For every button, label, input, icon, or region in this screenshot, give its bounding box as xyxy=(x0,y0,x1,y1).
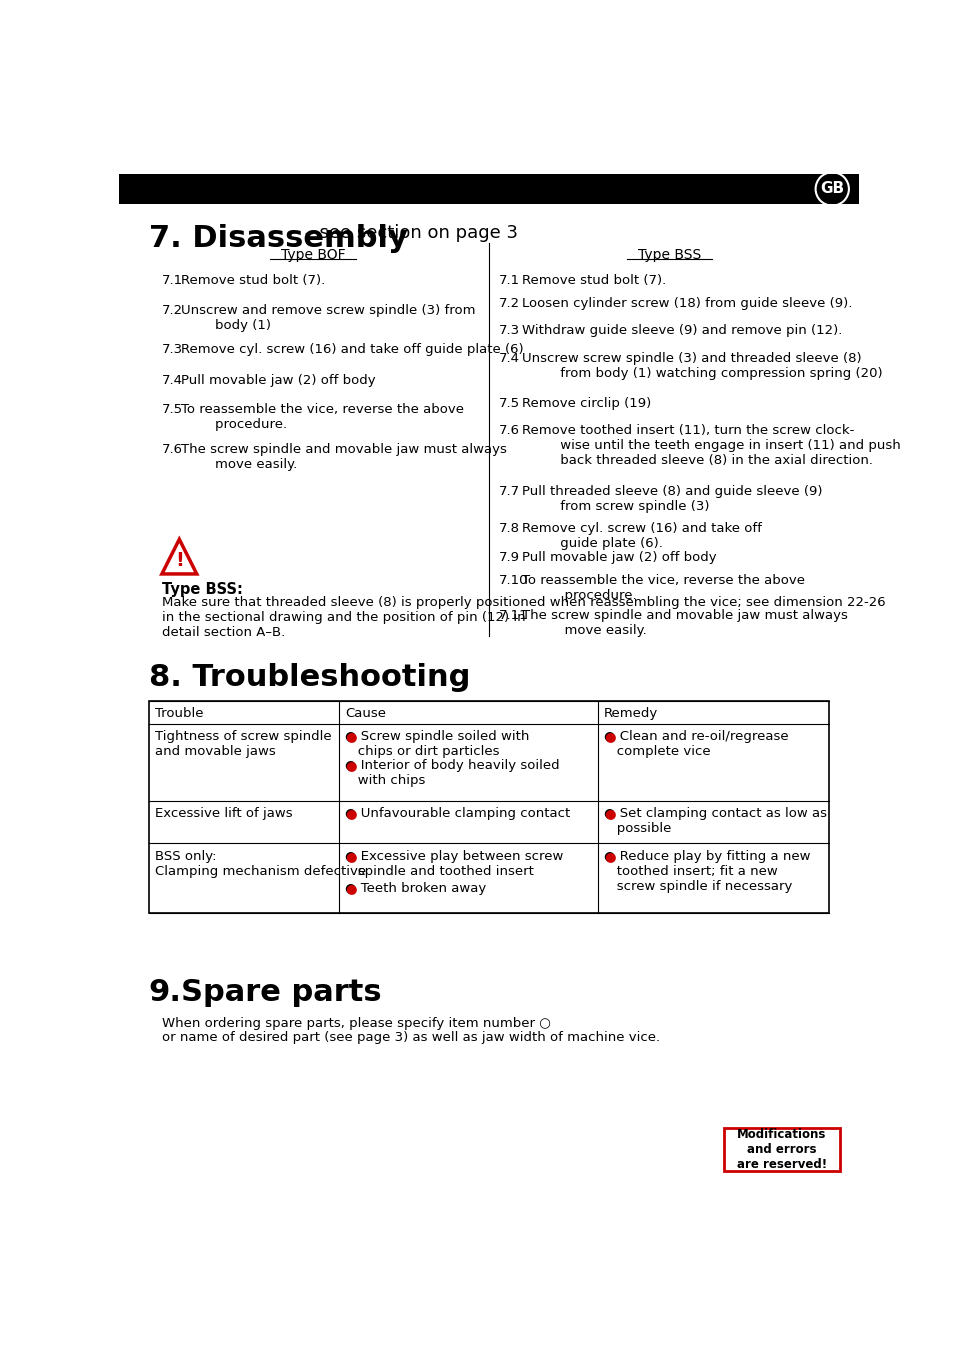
Bar xyxy=(119,174,858,204)
Text: Cause: Cause xyxy=(345,707,386,720)
Text: 7.7: 7.7 xyxy=(498,486,519,498)
Text: ●: ● xyxy=(345,807,356,821)
Text: 9.: 9. xyxy=(149,979,181,1007)
Text: Modifications
and errors
are reserved!: Modifications and errors are reserved! xyxy=(736,1129,826,1170)
Text: 7.3: 7.3 xyxy=(498,324,519,336)
Text: The screw spindle and movable jaw must always
          move easily.: The screw spindle and movable jaw must a… xyxy=(521,609,847,637)
Text: 7.6: 7.6 xyxy=(162,443,183,456)
Text: 8. Troubleshooting: 8. Troubleshooting xyxy=(149,663,470,691)
Text: To reassemble the vice, reverse the above
          procedure.: To reassemble the vice, reverse the abov… xyxy=(521,574,804,602)
Text: Trouble: Trouble xyxy=(154,707,203,720)
Text: ●: ● xyxy=(603,807,615,821)
Text: Pull movable jaw (2) off body: Pull movable jaw (2) off body xyxy=(521,551,716,564)
Text: ●: ● xyxy=(603,849,615,863)
Text: ● Interior of body heavily soiled
   with chips: ● Interior of body heavily soiled with c… xyxy=(345,759,559,787)
Text: 7.1: 7.1 xyxy=(162,274,183,286)
Text: ●: ● xyxy=(345,882,356,895)
Text: Remove cyl. screw (16) and take off guide plate (6): Remove cyl. screw (16) and take off guid… xyxy=(181,343,523,356)
Text: ● Unfavourable clamping contact: ● Unfavourable clamping contact xyxy=(345,807,570,821)
Text: Make sure that threaded sleeve (8) is properly positioned when reassembling the : Make sure that threaded sleeve (8) is pr… xyxy=(162,595,884,639)
Text: Remove stud bolt (7).: Remove stud bolt (7). xyxy=(521,274,666,286)
Text: ●: ● xyxy=(345,759,356,772)
Text: 7.11: 7.11 xyxy=(498,609,528,621)
Text: 7.4: 7.4 xyxy=(498,352,519,366)
Text: Unscrew screw spindle (3) and threaded sleeve (8)
         from body (1) watchin: Unscrew screw spindle (3) and threaded s… xyxy=(521,352,882,381)
Text: 7.6: 7.6 xyxy=(498,424,519,437)
Text: ●: ● xyxy=(603,730,615,744)
Text: Withdraw guide sleeve (9) and remove pin (12).: Withdraw guide sleeve (9) and remove pin… xyxy=(521,324,841,336)
Bar xyxy=(149,701,828,913)
Text: ● Set clamping contact as low as
   possible: ● Set clamping contact as low as possibl… xyxy=(603,807,826,836)
Text: – see section on page 3: – see section on page 3 xyxy=(298,224,517,242)
Text: ● Teeth broken away: ● Teeth broken away xyxy=(345,882,486,895)
Text: ● Excessive play between screw
   spindle and toothed insert: ● Excessive play between screw spindle a… xyxy=(345,849,563,878)
Text: Remove stud bolt (7).: Remove stud bolt (7). xyxy=(181,274,325,286)
Text: 7.8: 7.8 xyxy=(498,522,519,536)
Text: 7.9: 7.9 xyxy=(498,551,519,564)
Text: ● Reduce play by fitting a new
   toothed insert; fit a new
   screw spindle if : ● Reduce play by fitting a new toothed i… xyxy=(603,849,810,892)
Text: ●: ● xyxy=(345,730,356,744)
Text: When ordering spare parts, please specify item number ○: When ordering spare parts, please specif… xyxy=(162,1017,550,1030)
Text: Pull movable jaw (2) off body: Pull movable jaw (2) off body xyxy=(181,374,375,386)
Text: 7.5: 7.5 xyxy=(162,404,183,416)
Text: or name of desired part (see page 3) as well as jaw width of machine vice.: or name of desired part (see page 3) as … xyxy=(162,1030,659,1044)
Text: BSS only:
Clamping mechanism defective: BSS only: Clamping mechanism defective xyxy=(154,849,366,878)
Text: 7.1: 7.1 xyxy=(498,274,519,286)
Text: The screw spindle and movable jaw must always
        move easily.: The screw spindle and movable jaw must a… xyxy=(181,443,507,471)
Text: 7.4: 7.4 xyxy=(162,374,183,386)
Text: Remove cyl. screw (16) and take off
         guide plate (6).: Remove cyl. screw (16) and take off guid… xyxy=(521,522,761,551)
Text: 7.2: 7.2 xyxy=(162,305,183,317)
Text: Spare parts: Spare parts xyxy=(181,979,381,1007)
Text: ● Clean and re-oil/regrease
   complete vice: ● Clean and re-oil/regrease complete vic… xyxy=(603,730,788,759)
Text: Excessive lift of jaws: Excessive lift of jaws xyxy=(154,807,293,821)
Text: 7.3: 7.3 xyxy=(162,343,183,356)
Text: GB: GB xyxy=(820,181,843,197)
Bar xyxy=(723,1129,840,1170)
Text: Remedy: Remedy xyxy=(603,707,658,720)
Text: Type BSS: Type BSS xyxy=(638,248,700,262)
Text: To reassemble the vice, reverse the above
        procedure.: To reassemble the vice, reverse the abov… xyxy=(181,404,464,431)
Text: 7.5: 7.5 xyxy=(498,397,519,410)
Text: Type BOF: Type BOF xyxy=(280,248,345,262)
Text: !: ! xyxy=(174,551,184,570)
Text: ● Screw spindle soiled with
   chips or dirt particles: ● Screw spindle soiled with chips or dir… xyxy=(345,730,529,759)
Text: 7.10: 7.10 xyxy=(498,574,528,587)
Text: Loosen cylinder screw (18) from guide sleeve (9).: Loosen cylinder screw (18) from guide sl… xyxy=(521,297,852,309)
Text: Tightness of screw spindle
and movable jaws: Tightness of screw spindle and movable j… xyxy=(154,730,332,759)
Text: Remove circlip (19): Remove circlip (19) xyxy=(521,397,651,410)
Text: ●: ● xyxy=(345,849,356,863)
Text: Type BSS:: Type BSS: xyxy=(162,582,242,597)
Text: 7. Disassembly: 7. Disassembly xyxy=(149,224,407,252)
Text: 7.2: 7.2 xyxy=(498,297,519,309)
Text: Pull threaded sleeve (8) and guide sleeve (9)
         from screw spindle (3): Pull threaded sleeve (8) and guide sleev… xyxy=(521,486,821,513)
Text: Unscrew and remove screw spindle (3) from
        body (1): Unscrew and remove screw spindle (3) fro… xyxy=(181,305,476,332)
Polygon shape xyxy=(162,539,196,574)
Text: Remove toothed insert (11), turn the screw clock-
         wise until the teeth : Remove toothed insert (11), turn the scr… xyxy=(521,424,900,467)
